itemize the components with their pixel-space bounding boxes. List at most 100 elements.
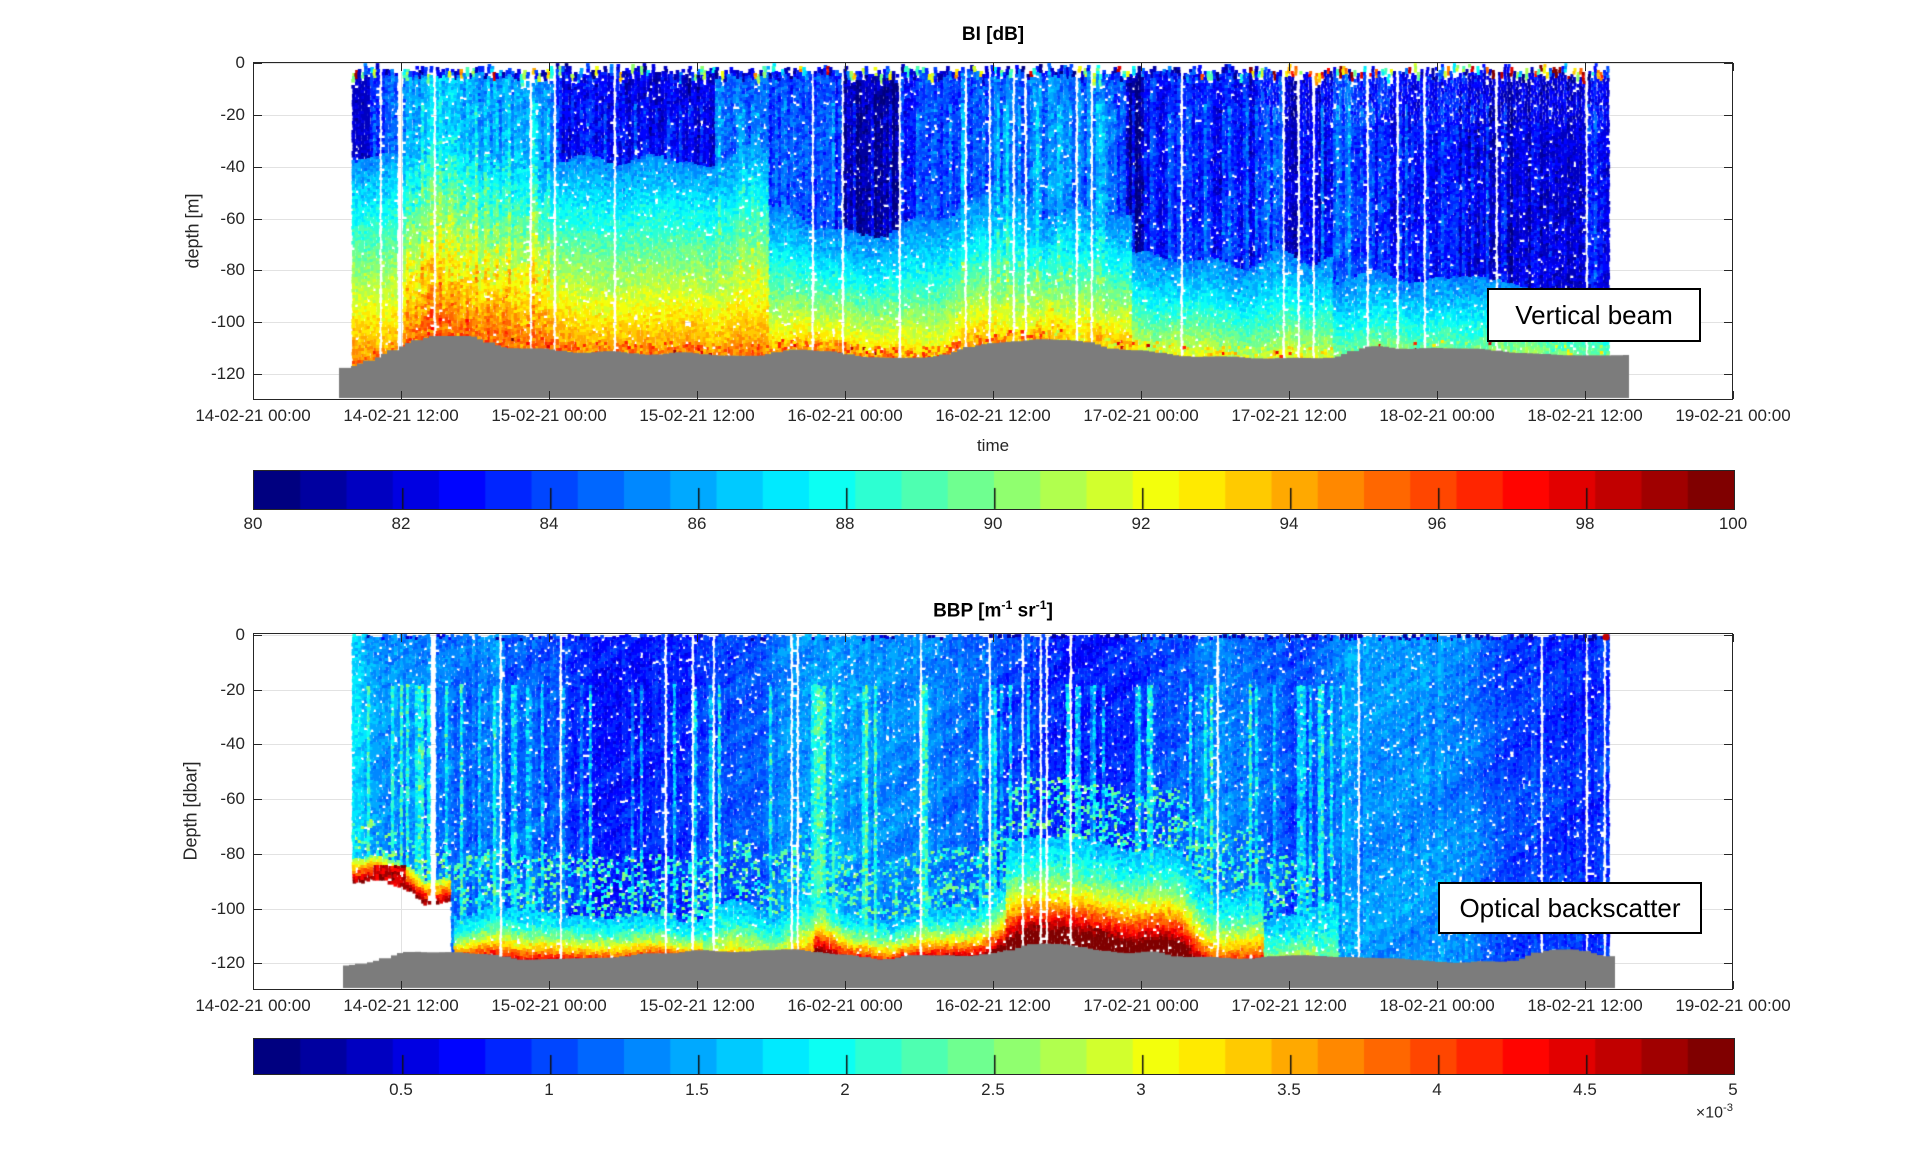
- bi-xtick-bottom: [1437, 391, 1438, 399]
- bi-ylabel: depth [m]: [182, 193, 203, 269]
- bi-xtick-bottom: [845, 391, 846, 399]
- bi-xtick-label: 16-02-21 00:00: [787, 406, 903, 425]
- bi-ytick-right: [1724, 63, 1732, 64]
- bi-xtick-label: 16-02-21 12:00: [935, 406, 1051, 425]
- optical-backscatter-annotation-text: Optical backscatter: [1459, 892, 1681, 923]
- bbp-xtick-top: [993, 634, 994, 642]
- bi-ytick-label: -100: [210, 312, 245, 332]
- bbp-xtick-top: [1141, 634, 1142, 642]
- bbp-ytick-left: [254, 963, 262, 965]
- bi-xtick-top: [993, 63, 994, 71]
- bi-colorbar-label: 92: [1131, 514, 1151, 533]
- bi-xtick-label: 19-02-21 00:00: [1675, 406, 1791, 425]
- bbp-colorbar-label: 3: [1136, 1080, 1146, 1099]
- bbp-ytick-label: -60: [220, 789, 245, 809]
- bbp-xtick-bottom: [401, 981, 402, 989]
- bbp-xtick-top: [401, 634, 402, 642]
- bbp-xtick-label: 15-02-21 12:00: [639, 996, 755, 1015]
- bbp-xtick-bottom: [1733, 981, 1734, 989]
- bbp-ytick-label: -100: [210, 898, 245, 918]
- bi-xtick-bottom: [993, 391, 994, 399]
- bi-xtick-bottom: [253, 391, 254, 399]
- bbp-xtick-top: [1437, 634, 1438, 642]
- bbp-ytick-label: -40: [220, 734, 245, 754]
- bi-xtick-top: [697, 63, 698, 71]
- bbp-xtick-bottom: [1585, 981, 1586, 989]
- bi-colorbar-label: 86: [687, 514, 707, 533]
- bi-colorbar-label: 100: [1718, 514, 1748, 533]
- bi-xtick-bottom: [549, 391, 550, 399]
- bi-xtick-bottom: [1585, 391, 1586, 399]
- bbp-colorbar-label: 0.5: [389, 1080, 413, 1099]
- bbp-xtick-label: 14-02-21 12:00: [343, 996, 459, 1015]
- bbp-xtick-top: [1585, 634, 1586, 642]
- bbp-ytick-right: [1724, 799, 1732, 801]
- bi-xtick-label: 15-02-21 12:00: [639, 406, 755, 425]
- bi-ytick-label: -120: [210, 364, 245, 383]
- bi-xtick-label: 18-02-21 00:00: [1379, 406, 1495, 425]
- bbp-ytick-label: -80: [220, 843, 245, 863]
- bi-ytick-label: -40: [220, 156, 245, 176]
- bi-ytick-left: [254, 114, 262, 116]
- bi-xtick-bottom: [1289, 391, 1290, 399]
- bi-colorbar-label: 82: [391, 514, 411, 533]
- bi-ytick-right: [1724, 218, 1732, 220]
- bbp-xtick-top: [1289, 634, 1290, 642]
- bbp-colorbar-label: 1: [544, 1080, 554, 1099]
- bbp-ytick-left: [254, 744, 262, 746]
- bbp-xtick-top: [697, 634, 698, 642]
- bi-xlabel: time: [976, 436, 1010, 455]
- bbp-xtick-top: [549, 634, 550, 642]
- bi-colorbar-label: 80: [243, 514, 263, 533]
- bi-xtick-label: 17-02-21 00:00: [1083, 406, 1199, 425]
- bbp-ytick-left: [254, 635, 262, 636]
- bbp-ytick-right: [1724, 744, 1732, 746]
- bbp-ytick-label: -20: [220, 679, 245, 699]
- bi-colorbar: [253, 470, 1735, 510]
- bbp-xtick-label: 14-02-21 00:00: [195, 996, 311, 1015]
- bbp-xtick-label: 16-02-21 12:00: [935, 996, 1051, 1015]
- bi-xtick-bottom: [1733, 391, 1734, 399]
- bbp-colorbar-label: 4.5: [1573, 1080, 1597, 1099]
- bbp-ytick-label: -120: [210, 953, 245, 973]
- bi-colorbar-label: 88: [835, 514, 855, 533]
- bbp-xtick-bottom: [697, 981, 698, 989]
- bbp-xtick-bottom: [1437, 981, 1438, 989]
- bbp-xtick-label: 15-02-21 00:00: [491, 996, 607, 1015]
- bbp-ytick-right: [1724, 689, 1732, 691]
- bi-heatmap-canvas: [253, 62, 1733, 400]
- bbp-ytick-label: 0: [235, 625, 245, 644]
- bbp-ytick-right: [1724, 908, 1732, 910]
- bbp-heatmap-canvas: [253, 633, 1733, 990]
- bbp-colorbar-label: 5: [1728, 1080, 1738, 1099]
- bi-colorbar-label: 96: [1427, 514, 1447, 533]
- bi-xtick-top: [1289, 63, 1290, 71]
- bi-xtick-top: [253, 63, 254, 71]
- bbp-colorbar: [253, 1038, 1735, 1075]
- bi-ytick-right: [1724, 374, 1732, 375]
- bi-ytick-left: [254, 218, 262, 220]
- bi-xtick-top: [1141, 63, 1142, 71]
- bi-ytick-right: [1724, 166, 1732, 168]
- bbp-ytick-right: [1724, 635, 1732, 636]
- bi-colorbar-label: 90: [983, 514, 1003, 533]
- bi-colorbar-label: 94: [1279, 514, 1299, 533]
- bbp-xtick-label: 18-02-21 12:00: [1527, 996, 1643, 1015]
- bi-xtick-bottom: [401, 391, 402, 399]
- bi-ytick-label: -20: [220, 104, 245, 124]
- bi-xtick-top: [549, 63, 550, 71]
- bbp-xtick-label: 18-02-21 00:00: [1379, 996, 1495, 1015]
- bbp-xtick-bottom: [253, 981, 254, 989]
- bbp-colorbar-label: 1.5: [685, 1080, 709, 1099]
- optical-backscatter-annotation: Optical backscatter: [1438, 882, 1702, 934]
- bi-xtick-top: [845, 63, 846, 71]
- bi-ytick-label: -60: [220, 208, 245, 228]
- bbp-xtick-label: 16-02-21 00:00: [787, 996, 903, 1015]
- vertical-beam-annotation-text: Vertical beam: [1515, 299, 1673, 330]
- bi-colorbar-label: 98: [1575, 514, 1595, 533]
- bbp-colorbar-label: 3.5: [1277, 1080, 1301, 1099]
- bi-xtick-top: [1733, 63, 1734, 71]
- bbp-ytick-right: [1724, 963, 1732, 965]
- bi-xtick-label: 18-02-21 12:00: [1527, 406, 1643, 425]
